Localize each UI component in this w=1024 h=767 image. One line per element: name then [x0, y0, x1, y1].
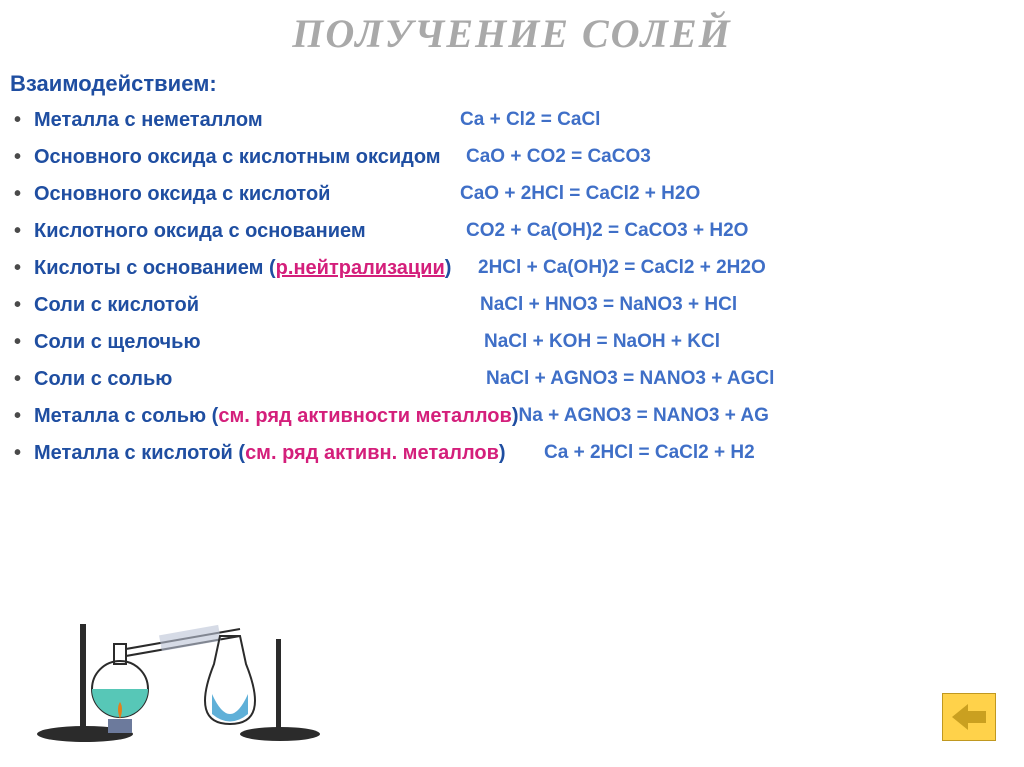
method-label: Основного оксида с кислотным оксидом	[34, 146, 466, 169]
row-body: Металла с кислотой (см. ряд активн. мета…	[34, 442, 1024, 465]
bullet-icon: •	[14, 405, 34, 428]
equation: Ca + 2HCl = CaCl2 + H2	[544, 442, 755, 465]
method-label-text: Соли с солью	[34, 368, 172, 390]
method-note: см. ряд активности металлов	[218, 405, 511, 427]
equation: NaCl + HNO3 = NaNO3 + HCl	[480, 294, 737, 317]
method-label-text: Металла с кислотой (	[34, 442, 245, 464]
bullet-icon: •	[14, 331, 34, 354]
method-label: Соли с кислотой	[34, 294, 480, 317]
method-label-text: Соли с щелочью	[34, 331, 201, 353]
bullet-icon: •	[14, 109, 34, 132]
row-body: Основного оксида с кислотой CaO + 2HCl = …	[34, 183, 1024, 206]
equation: 2HCl + Ca(OH)2 = CaCl2 + 2H2O	[478, 257, 766, 280]
back-arrow-icon	[952, 704, 986, 730]
method-label: Металла с солью (см. ряд активности мета…	[34, 405, 519, 428]
row-body: Кислотного оксида с основанием CO2 + Ca(O…	[34, 220, 1024, 243]
equation: CaO + 2HCl = CaCl2 + H2O	[460, 183, 700, 206]
method-label-text: Металла с солью (	[34, 405, 218, 427]
method-label-text: Кислоты с основанием (	[34, 257, 276, 279]
subtitle: Взаимодействием:	[0, 71, 1024, 97]
method-label-text: Основного оксида с кислотным оксидом	[34, 146, 441, 168]
apparatus-illustration	[30, 594, 330, 749]
list-item: •Соли с солью NaCl + AGNO3 = NANO3 + AGCl	[14, 368, 1024, 391]
row-body: Металла с неметаллом Ca + Cl2 = CaCl	[34, 109, 1024, 132]
bullet-icon: •	[14, 442, 34, 465]
method-label-after: )	[512, 405, 519, 427]
list-item: •Металла с кислотой (см. ряд активн. мет…	[14, 442, 1024, 465]
method-note: см. ряд активн. металлов	[245, 442, 499, 464]
bullet-icon: •	[14, 294, 34, 317]
method-label: Металла с кислотой (см. ряд активн. мета…	[34, 442, 544, 465]
row-body: Соли с кислотой NaCl + HNO3 = NaNO3 + HCl	[34, 294, 1024, 317]
method-label: Кислотного оксида с основанием	[34, 220, 466, 243]
bullet-icon: •	[14, 257, 34, 280]
list-item: •Кислотного оксида с основанием CO2 + Ca(…	[14, 220, 1024, 243]
list-item: •Кислоты с основанием (р.нейтрализации)2…	[14, 257, 1024, 280]
method-label-text: Основного оксида с кислотой	[34, 183, 330, 205]
row-body: Соли с солью NaCl + AGNO3 = NANO3 + AGCl	[34, 368, 1024, 391]
equation: Ca + Cl2 = CaCl	[460, 109, 600, 132]
bullet-icon: •	[14, 220, 34, 243]
bullet-icon: •	[14, 368, 34, 391]
equation: CaO + CO2 = CaCO3	[466, 146, 651, 169]
bullet-icon: •	[14, 146, 34, 169]
method-label: Основного оксида с кислотой	[34, 183, 460, 206]
page-title: ПОЛУЧЕНИЕ СОЛЕЙ	[0, 0, 1024, 71]
list-item: •Основного оксида с кислотным оксидом CaO…	[14, 146, 1024, 169]
methods-list: •Металла с неметалломCa + Cl2 = CaCl•Осн…	[0, 109, 1024, 465]
equation: Na + AGNO3 = NANO3 + AG	[519, 405, 769, 428]
list-item: •Металла с солью (см. ряд активности мет…	[14, 405, 1024, 428]
list-item: •Основного оксида с кислотой CaO + 2HCl =…	[14, 183, 1024, 206]
method-label: Металла с неметаллом	[34, 109, 460, 132]
back-button[interactable]	[942, 693, 996, 741]
method-label: Соли с щелочью	[34, 331, 484, 354]
method-label-after: )	[445, 257, 452, 279]
method-label: Соли с солью	[34, 368, 486, 391]
list-item: •Металла с неметаллом Ca + Cl2 = CaCl	[14, 109, 1024, 132]
method-label-text: Кислотного оксида с основанием	[34, 220, 366, 242]
row-body: Металла с солью (см. ряд активности мета…	[34, 405, 1024, 428]
method-label: Кислоты с основанием (р.нейтрализации)	[34, 257, 478, 280]
row-body: Соли с щелочью NaCl + KOH = NaOH + KCl	[34, 331, 1024, 354]
list-item: •Соли с кислотой NaCl + HNO3 = NaNO3 + HC…	[14, 294, 1024, 317]
bullet-icon: •	[14, 183, 34, 206]
equation: CO2 + Ca(OH)2 = CaCO3 + H2O	[466, 220, 748, 243]
method-label-text: Соли с кислотой	[34, 294, 199, 316]
row-body: Основного оксида с кислотным оксидом CaO …	[34, 146, 1024, 169]
equation: NaCl + KOH = NaOH + KCl	[484, 331, 720, 354]
method-note: р.нейтрализации	[276, 257, 445, 279]
list-item: •Соли с щелочью NaCl + KOH = NaOH + KCl	[14, 331, 1024, 354]
method-label-after: )	[499, 442, 506, 464]
method-label-text: Металла с неметаллом	[34, 109, 263, 131]
row-body: Кислоты с основанием (р.нейтрализации)2H…	[34, 257, 1024, 280]
equation: NaCl + AGNO3 = NANO3 + AGCl	[486, 368, 774, 391]
